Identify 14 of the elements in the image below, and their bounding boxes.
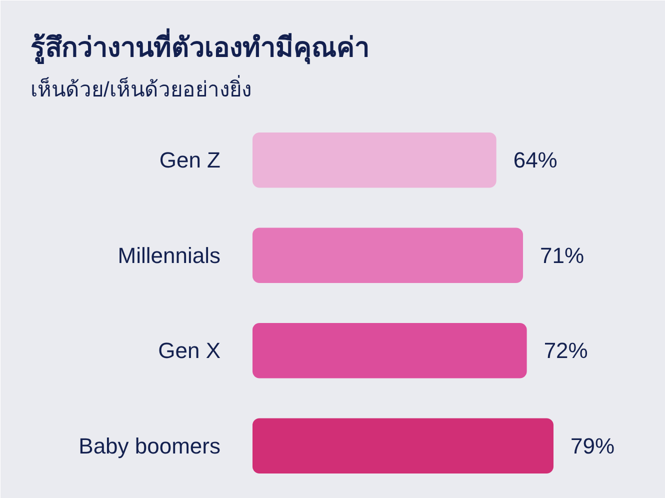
bar <box>252 323 527 378</box>
bar <box>252 418 554 474</box>
data-label: 72% <box>544 338 588 364</box>
y-tick-label: Millennials <box>118 242 221 268</box>
chart-title: รู้สึกว่างานที่ตัวเองทำมีคุณค่า <box>30 28 370 64</box>
y-tick-label: Gen Z <box>159 148 221 173</box>
y-tick-label: Baby boomers <box>78 433 221 458</box>
data-label: 71% <box>540 242 584 268</box>
data-label: 79% <box>570 433 615 458</box>
chart-subtitle: เห็นด้วย/เห็นด้วยอย่างยิ่ง <box>30 74 252 102</box>
data-label: 64% <box>513 148 558 173</box>
bar <box>252 228 524 283</box>
y-tick-label: Gen X <box>158 338 221 364</box>
bar <box>252 132 496 188</box>
